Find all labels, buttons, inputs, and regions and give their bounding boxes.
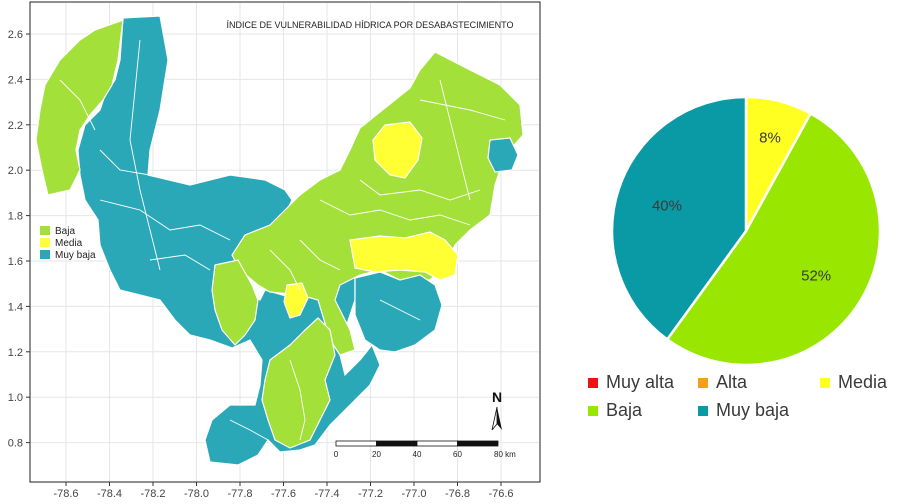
y-tick-label: 1.4: [8, 301, 23, 313]
y-tick-label: 1.6: [8, 256, 23, 268]
pie-legend-label: Media: [838, 372, 888, 392]
pie-legend-swatch: [698, 405, 708, 416]
x-tick-label: -78.4: [97, 488, 122, 499]
map-legend-swatch: [40, 226, 50, 235]
pie-legend-swatch: [698, 377, 708, 388]
pie-legend-label: Muy alta: [606, 372, 675, 392]
map-legend-swatch: [40, 250, 50, 259]
map-legend-label: Media: [55, 238, 83, 249]
x-tick-label: -77.8: [227, 488, 252, 499]
pie-legend-item: Alta: [698, 372, 747, 393]
map-panel: -78.6 -78.4 -78.2 -78.0 -77.8 -77.6 -77.4 -77.2…: [8, 1, 541, 500]
scale-label: 60: [453, 450, 462, 459]
scale-label: 80 km: [494, 450, 516, 459]
pie-legend-item: Media: [820, 372, 887, 393]
scale-segment: [457, 440, 499, 447]
map-legend-label: Muy baja: [55, 250, 96, 261]
region-muy-baja-southeast: [354, 271, 443, 353]
pie-slice-baja: [665, 111, 882, 367]
pie-data-label: 52%: [801, 268, 831, 285]
pie-legend-label: Muy baja: [716, 400, 790, 420]
north-arrow: N: [491, 389, 502, 431]
pie-data-label: 8%: [759, 130, 781, 147]
pie-legend-label: Baja: [606, 400, 643, 420]
pie-legend-item: Muy baja: [698, 400, 789, 421]
map-legend-label: Baja: [55, 226, 75, 237]
pie-legend-item: Muy alta: [588, 372, 674, 393]
pie-legend-swatch: [588, 405, 598, 416]
region-baja-west: [35, 19, 124, 196]
pie-legend-label: Alta: [716, 372, 748, 392]
x-tick-label: -77.2: [358, 488, 383, 499]
map-title: ÍNDICE DE VULNERABILIDAD HÍDRICA POR DES…: [227, 20, 514, 30]
scale-label: 0: [334, 450, 339, 459]
scale-segment: [376, 440, 418, 447]
scale-bar: 0 20 40 60 80 km: [334, 440, 516, 459]
region-media-center: [283, 282, 309, 319]
y-tick-label: 1.8: [8, 211, 23, 223]
x-tick-label: -76.6: [488, 488, 513, 499]
pie-legend-swatch: [820, 377, 830, 388]
region-baja-central: [231, 51, 524, 356]
x-tick-label: -77.4: [314, 488, 339, 499]
scale-label: 40: [413, 450, 422, 459]
x-tick-label: -78.2: [140, 488, 165, 499]
scale-label: 20: [372, 450, 381, 459]
x-tick-label: -76.8: [445, 488, 470, 499]
pie-chart: 8% 52% 40%: [610, 95, 882, 367]
vulnerability-map: -78.6 -78.4 -78.2 -78.0 -77.8 -77.6 -77.4 -77.2…: [8, 1, 541, 500]
scale-segment: [335, 440, 377, 447]
pie-panel: 8% 52% 40% Muy alta Alta Media Baja Muy baja: [570, 0, 901, 499]
map-regions: [35, 15, 524, 466]
x-tick-label: -78.6: [53, 488, 78, 499]
y-tick-label: 1.0: [8, 392, 23, 404]
pie-data-label: 40%: [652, 197, 682, 214]
map-legend-swatch: [40, 238, 50, 247]
basin-boundaries: [59, 39, 506, 441]
region-baja-south: [261, 317, 336, 449]
x-tick-label: -78.0: [184, 488, 209, 499]
y-tick-label: 2.6: [8, 29, 23, 41]
region-muy-baja-east: [487, 137, 519, 173]
x-tick-label: -77.0: [401, 488, 426, 499]
region-media-east: [349, 231, 459, 281]
x-tick-label: -77.6: [271, 488, 296, 499]
x-axis-ticks: -78.6 -78.4 -78.2 -78.0 -77.8 -77.6 -77.4 -77.2…: [53, 482, 514, 500]
pie-legend-swatch: [588, 377, 598, 388]
y-tick-label: 1.2: [8, 347, 23, 359]
y-tick-label: 2.0: [8, 165, 23, 177]
y-tick-label: 2.4: [8, 74, 23, 86]
scale-segment: [416, 440, 458, 447]
north-label: N: [492, 389, 502, 405]
y-tick-label: 2.2: [8, 120, 23, 132]
y-axis-ticks: 2.6 2.4 2.2 2.0 1.8 1.6 1.4 1.2 1.0 0.8: [8, 29, 30, 450]
region-media-north: [372, 121, 423, 179]
pie-legend-item: Baja: [588, 400, 642, 421]
north-arrow-half-icon: [491, 406, 498, 431]
region-baja-southwest: [211, 259, 259, 346]
y-tick-label: 0.8: [8, 438, 23, 450]
pie-slice-muy-baja: [610, 95, 748, 342]
